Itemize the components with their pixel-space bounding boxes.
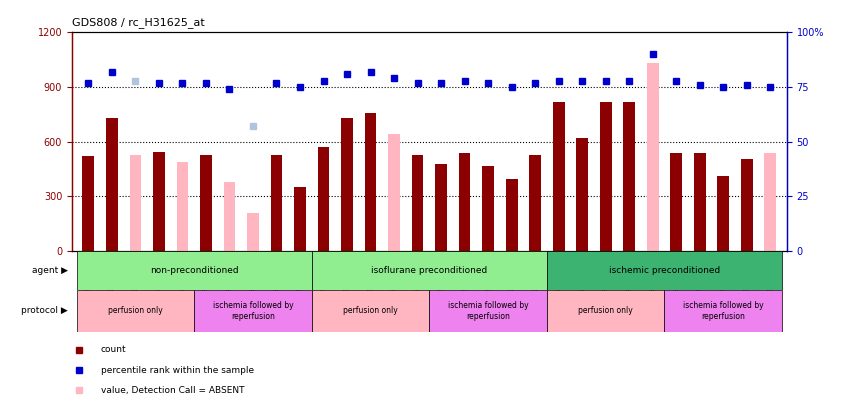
- Bar: [547, 290, 664, 332]
- Bar: [530, 154, 541, 251]
- Text: ischemia followed by
reperfusion: ischemia followed by reperfusion: [212, 301, 294, 320]
- Text: isoflurane preconditioned: isoflurane preconditioned: [371, 266, 487, 275]
- Text: ischemia followed by
reperfusion: ischemia followed by reperfusion: [448, 301, 529, 320]
- Bar: [717, 177, 729, 251]
- Text: perfusion only: perfusion only: [108, 306, 162, 315]
- Text: protocol ▶: protocol ▶: [21, 306, 68, 315]
- Text: perfusion only: perfusion only: [343, 306, 398, 315]
- Bar: [576, 138, 588, 251]
- Bar: [153, 152, 165, 251]
- Text: perfusion only: perfusion only: [579, 306, 633, 315]
- Bar: [77, 251, 312, 290]
- Bar: [741, 159, 753, 251]
- Bar: [435, 164, 447, 251]
- Bar: [459, 153, 470, 251]
- Bar: [600, 102, 612, 251]
- Text: agent ▶: agent ▶: [31, 266, 68, 275]
- Text: value, Detection Call = ABSENT: value, Detection Call = ABSENT: [101, 386, 244, 395]
- Bar: [694, 153, 706, 251]
- Bar: [200, 154, 212, 251]
- Text: GDS808 / rc_H31625_at: GDS808 / rc_H31625_at: [72, 17, 205, 28]
- Bar: [765, 153, 776, 251]
- Text: non-preconditioned: non-preconditioned: [150, 266, 239, 275]
- Bar: [664, 290, 782, 332]
- Bar: [552, 102, 564, 251]
- Bar: [341, 118, 353, 251]
- Bar: [312, 290, 429, 332]
- Text: ischemia followed by
reperfusion: ischemia followed by reperfusion: [683, 301, 764, 320]
- Bar: [223, 182, 235, 251]
- Text: count: count: [101, 345, 126, 354]
- Bar: [317, 147, 329, 251]
- Text: percentile rank within the sample: percentile rank within the sample: [101, 366, 254, 375]
- Bar: [365, 113, 376, 251]
- Bar: [647, 63, 659, 251]
- Bar: [129, 154, 141, 251]
- Bar: [294, 187, 306, 251]
- Bar: [506, 179, 518, 251]
- Text: ischemic preconditioned: ischemic preconditioned: [609, 266, 720, 275]
- Bar: [430, 290, 547, 332]
- Bar: [624, 102, 635, 251]
- Bar: [271, 154, 283, 251]
- Bar: [247, 213, 259, 251]
- Bar: [106, 118, 118, 251]
- Bar: [388, 134, 400, 251]
- Bar: [412, 154, 424, 251]
- Bar: [312, 251, 547, 290]
- Bar: [482, 166, 494, 251]
- Bar: [83, 156, 94, 251]
- Bar: [670, 153, 682, 251]
- Bar: [195, 290, 312, 332]
- Bar: [177, 162, 189, 251]
- Bar: [547, 251, 782, 290]
- Bar: [77, 290, 195, 332]
